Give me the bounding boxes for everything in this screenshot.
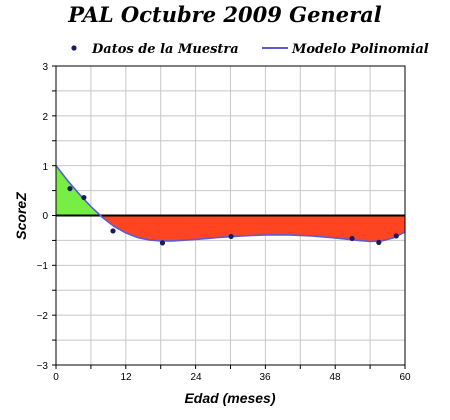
x-tick-label: 0 xyxy=(53,372,59,383)
y-tick-label: −2 xyxy=(37,311,49,322)
data-point xyxy=(376,239,382,246)
legend-marker-datos xyxy=(71,45,77,51)
legend-label-datos: Datos de la Muestra xyxy=(91,42,239,57)
fill-above-zero xyxy=(56,165,101,216)
y-tick-label: −3 xyxy=(37,361,49,372)
data-point xyxy=(349,235,355,242)
x-tick-label: 60 xyxy=(399,372,411,383)
legend: Datos de la Muestra Modelo Polinomial xyxy=(71,42,429,57)
axis-ticks xyxy=(52,65,406,369)
y-tick-label: 3 xyxy=(42,62,48,73)
x-tick-label: 24 xyxy=(190,372,202,383)
y-tick-label: 1 xyxy=(42,162,48,173)
data-point xyxy=(110,228,116,234)
chart-title: PAL Octubre 2009 General xyxy=(67,2,381,27)
x-tick-label: 36 xyxy=(259,372,271,383)
y-tick-labels: 3 2 1 0 −1 −2 −3 xyxy=(37,62,49,372)
x-axis-label: Edad (meses) xyxy=(184,390,275,406)
fill-below-zero xyxy=(100,215,405,242)
legend-label-modelo: Modelo Polinomial xyxy=(291,42,429,57)
x-tick-label: 48 xyxy=(329,372,341,383)
y-tick-label: 0 xyxy=(42,211,48,222)
data-point xyxy=(393,233,399,239)
data-point xyxy=(67,185,73,192)
y-tick-label: 2 xyxy=(42,112,48,123)
y-tick-label: −1 xyxy=(37,261,49,272)
data-point xyxy=(81,194,87,201)
data-points xyxy=(67,185,399,246)
x-tick-label: 12 xyxy=(120,372,132,383)
x-tick-labels: 0 12 24 36 48 60 xyxy=(53,372,411,383)
series-line-modelo-polinomial xyxy=(55,165,406,243)
data-point xyxy=(159,240,166,246)
data-point xyxy=(228,233,234,240)
y-axis-label: ScoreZ xyxy=(13,192,29,240)
